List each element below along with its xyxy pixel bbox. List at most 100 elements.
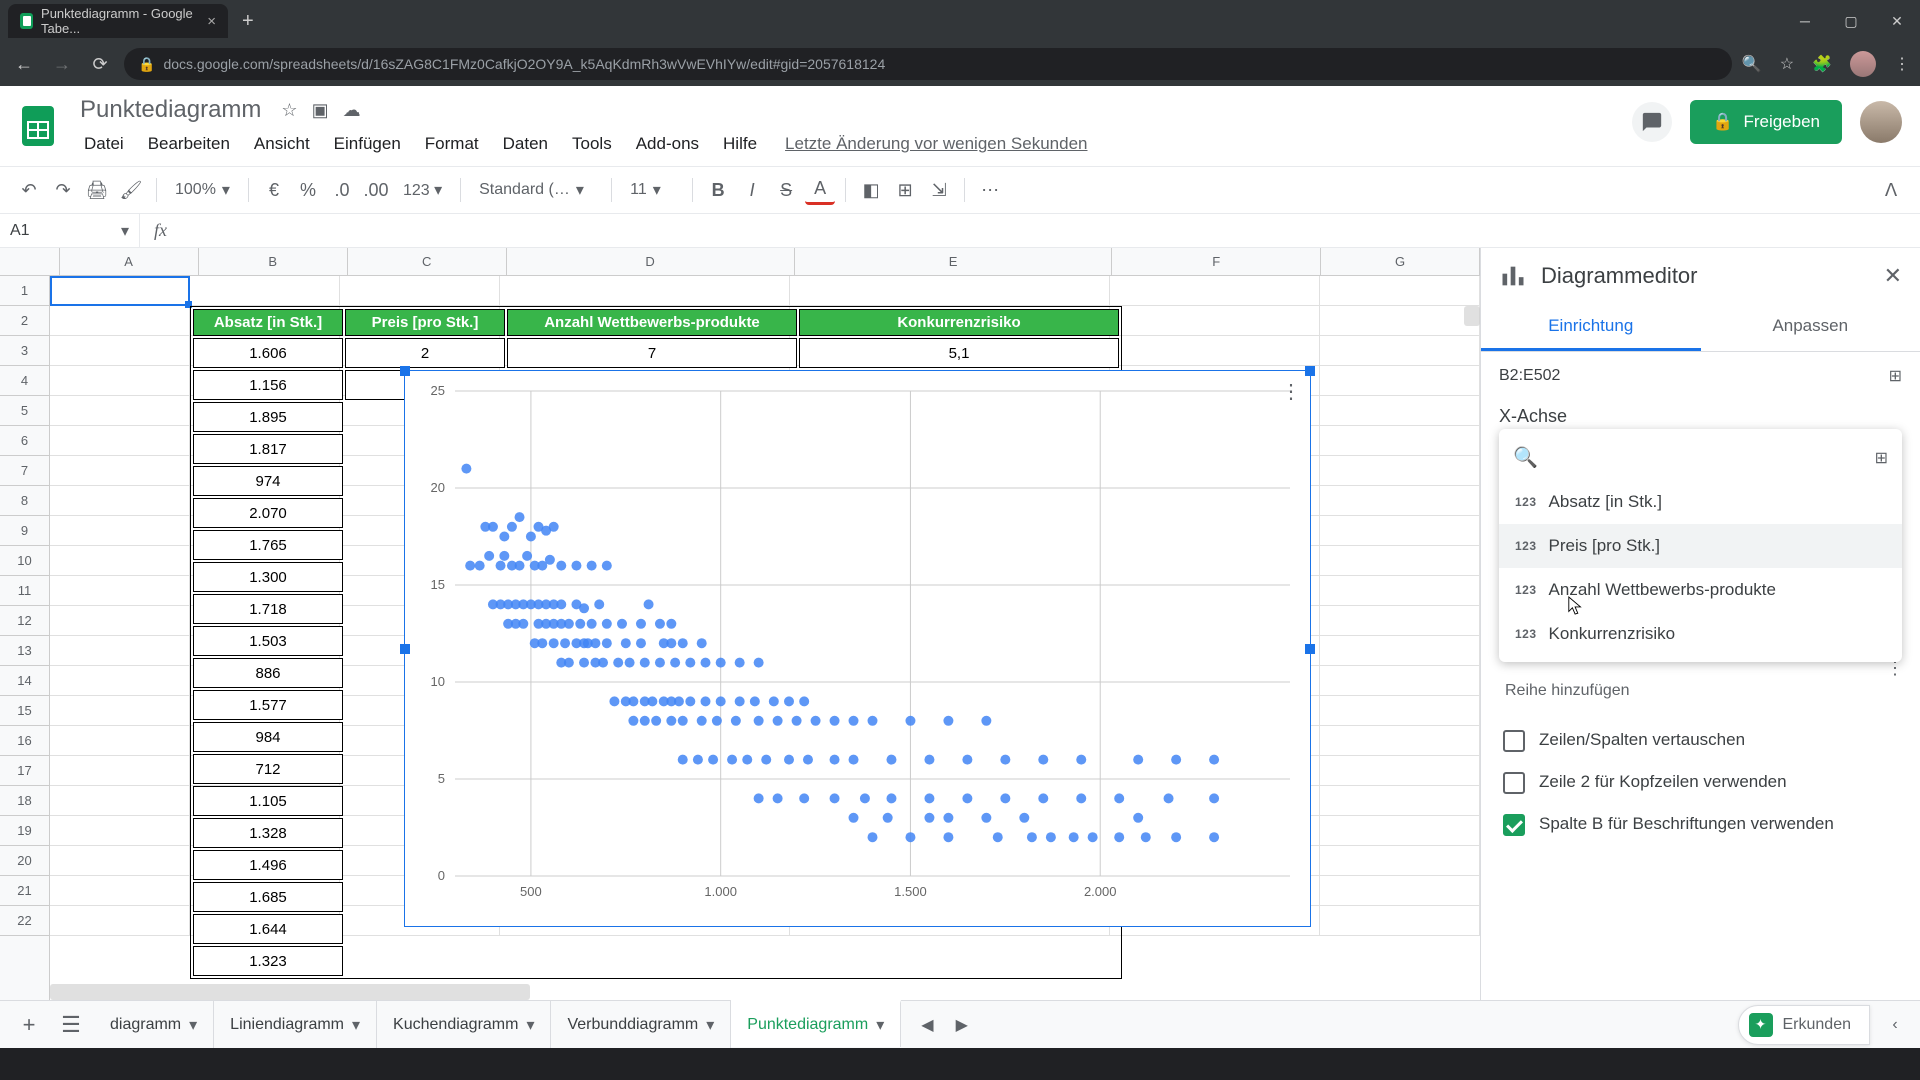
row-header-14[interactable]: 14 <box>0 666 49 696</box>
row-header-9[interactable]: 9 <box>0 516 49 546</box>
tab-close-icon[interactable]: × <box>207 13 216 30</box>
percent-button[interactable]: % <box>293 175 323 205</box>
row-header-12[interactable]: 12 <box>0 606 49 636</box>
table-cell[interactable]: 1.323 <box>193 946 343 976</box>
column-header-C[interactable]: C <box>348 248 507 275</box>
row-header-7[interactable]: 7 <box>0 456 49 486</box>
checkbox-row[interactable]: Zeile 2 für Kopfzeilen verwenden <box>1499 762 1902 804</box>
share-button[interactable]: 🔒 Freigeben <box>1690 100 1842 144</box>
sheet-tab[interactable]: Verbunddiagramm▾ <box>551 1001 731 1048</box>
table-cell[interactable]: 1.895 <box>193 402 343 432</box>
vertical-scrollbar[interactable] <box>1464 306 1480 326</box>
menu-format[interactable]: Format <box>415 130 489 158</box>
redo-button[interactable]: ↷ <box>48 175 78 205</box>
row-header-20[interactable]: 20 <box>0 846 49 876</box>
italic-button[interactable]: I <box>737 175 767 205</box>
column-header-G[interactable]: G <box>1321 248 1480 275</box>
row-header-10[interactable]: 10 <box>0 546 49 576</box>
row-header-21[interactable]: 21 <box>0 876 49 906</box>
dropdown-option[interactable]: 123Konkurrenzrisiko <box>1499 612 1902 656</box>
checkbox-row[interactable]: Zeilen/Spalten vertauschen <box>1499 720 1902 762</box>
zoom-icon[interactable]: 🔍 <box>1742 54 1762 74</box>
table-cell[interactable]: 984 <box>193 722 343 752</box>
table-cell[interactable]: 1.765 <box>193 530 343 560</box>
checkbox[interactable] <box>1503 772 1525 794</box>
print-button[interactable]: 🖨 <box>82 175 112 205</box>
checkbox[interactable] <box>1503 814 1525 836</box>
resize-handle[interactable] <box>1305 366 1315 376</box>
row-header-18[interactable]: 18 <box>0 786 49 816</box>
row-header-3[interactable]: 3 <box>0 336 49 366</box>
collapse-toolbar-button[interactable]: ᐱ <box>1876 175 1906 205</box>
select-all-corner[interactable] <box>0 248 60 275</box>
table-cell[interactable]: 1.817 <box>193 434 343 464</box>
menu-hilfe[interactable]: Hilfe <box>713 130 767 158</box>
embedded-chart[interactable]: ⋮ 05101520255001.0001.5002.000 <box>405 371 1310 926</box>
new-tab-button[interactable]: + <box>228 10 268 33</box>
horizontal-scrollbar[interactable] <box>50 984 530 1000</box>
font-select[interactable]: Standard (…▾ <box>471 180 601 200</box>
font-size-select[interactable]: 11▾ <box>622 180 682 200</box>
table-cell[interactable]: 1.606 <box>193 338 343 368</box>
menu-daten[interactable]: Daten <box>493 130 558 158</box>
row-header-11[interactable]: 11 <box>0 576 49 606</box>
menu-ansicht[interactable]: Ansicht <box>244 130 320 158</box>
document-title[interactable]: Punktediagramm <box>74 94 267 126</box>
row-header-16[interactable]: 16 <box>0 726 49 756</box>
decrease-decimal-button[interactable]: .0 <box>327 175 357 205</box>
table-cell[interactable]: 1.577 <box>193 690 343 720</box>
merge-button[interactable]: ⇲ <box>924 175 954 205</box>
undo-button[interactable]: ↶ <box>14 175 44 205</box>
bold-button[interactable]: B <box>703 175 733 205</box>
table-cell[interactable]: 1.496 <box>193 850 343 880</box>
sheet-nav-left[interactable]: ◀ <box>913 1011 941 1039</box>
chevron-down-icon[interactable]: ▾ <box>706 1015 714 1035</box>
close-editor-icon[interactable]: ✕ <box>1884 263 1902 289</box>
sheet-nav-right[interactable]: ▶ <box>948 1011 976 1039</box>
chevron-down-icon[interactable]: ▾ <box>876 1015 884 1035</box>
select-range-icon[interactable]: ⊞ <box>1875 448 1888 468</box>
table-cell[interactable]: 1.503 <box>193 626 343 656</box>
increase-decimal-button[interactable]: .00 <box>361 175 391 205</box>
tab-setup[interactable]: Einrichtung <box>1481 304 1701 351</box>
resize-handle[interactable] <box>400 644 410 654</box>
add-series-button[interactable]: Reihe hinzufügen <box>1499 668 1902 720</box>
row-header-8[interactable]: 8 <box>0 486 49 516</box>
row-header-17[interactable]: 17 <box>0 756 49 786</box>
table-cell[interactable]: 2.070 <box>193 498 343 528</box>
explore-button[interactable]: ✦ Erkunden <box>1738 1005 1871 1045</box>
column-header-B[interactable]: B <box>199 248 348 275</box>
dropdown-option[interactable]: 123Preis [pro Stk.] <box>1499 524 1902 568</box>
currency-button[interactable]: € <box>259 175 289 205</box>
borders-button[interactable]: ⊞ <box>890 175 920 205</box>
all-sheets-button[interactable]: ☰ <box>52 1006 90 1044</box>
sheet-tab[interactable]: Punktediagramm▾ <box>731 1000 901 1047</box>
menu-add-ons[interactable]: Add-ons <box>626 130 709 158</box>
column-header-F[interactable]: F <box>1112 248 1321 275</box>
select-range-icon[interactable]: ⊞ <box>1889 366 1902 386</box>
column-header-E[interactable]: E <box>795 248 1113 275</box>
chart-menu-icon[interactable]: ⋮ <box>1281 379 1300 404</box>
table-cell[interactable]: 1.685 <box>193 882 343 912</box>
table-cell[interactable]: 2 <box>345 338 505 368</box>
back-button[interactable]: ← <box>10 54 38 75</box>
column-header-D[interactable]: D <box>507 248 795 275</box>
menu-tools[interactable]: Tools <box>562 130 622 158</box>
sheet-tab[interactable]: diagramm▾ <box>94 1001 214 1048</box>
bookmark-icon[interactable]: ☆ <box>1780 54 1794 74</box>
table-cell[interactable]: 7 <box>507 338 797 368</box>
row-header-15[interactable]: 15 <box>0 696 49 726</box>
sheet-tab[interactable]: Liniendiagramm▾ <box>214 1001 377 1048</box>
side-panel-toggle[interactable]: ‹ <box>1880 1016 1910 1034</box>
row-header-5[interactable]: 5 <box>0 396 49 426</box>
text-color-button[interactable]: A <box>805 175 835 205</box>
account-avatar[interactable] <box>1860 101 1902 143</box>
extensions-icon[interactable]: 🧩 <box>1812 54 1832 74</box>
strikethrough-button[interactable]: S <box>771 175 801 205</box>
checkbox-row[interactable]: Spalte B für Beschriftungen verwenden <box>1499 804 1902 846</box>
table-cell[interactable]: 712 <box>193 754 343 784</box>
column-header-A[interactable]: A <box>60 248 199 275</box>
more-button[interactable]: ⋯ <box>975 175 1005 205</box>
table-cell[interactable]: 1.718 <box>193 594 343 624</box>
star-icon[interactable]: ☆ <box>281 100 297 121</box>
